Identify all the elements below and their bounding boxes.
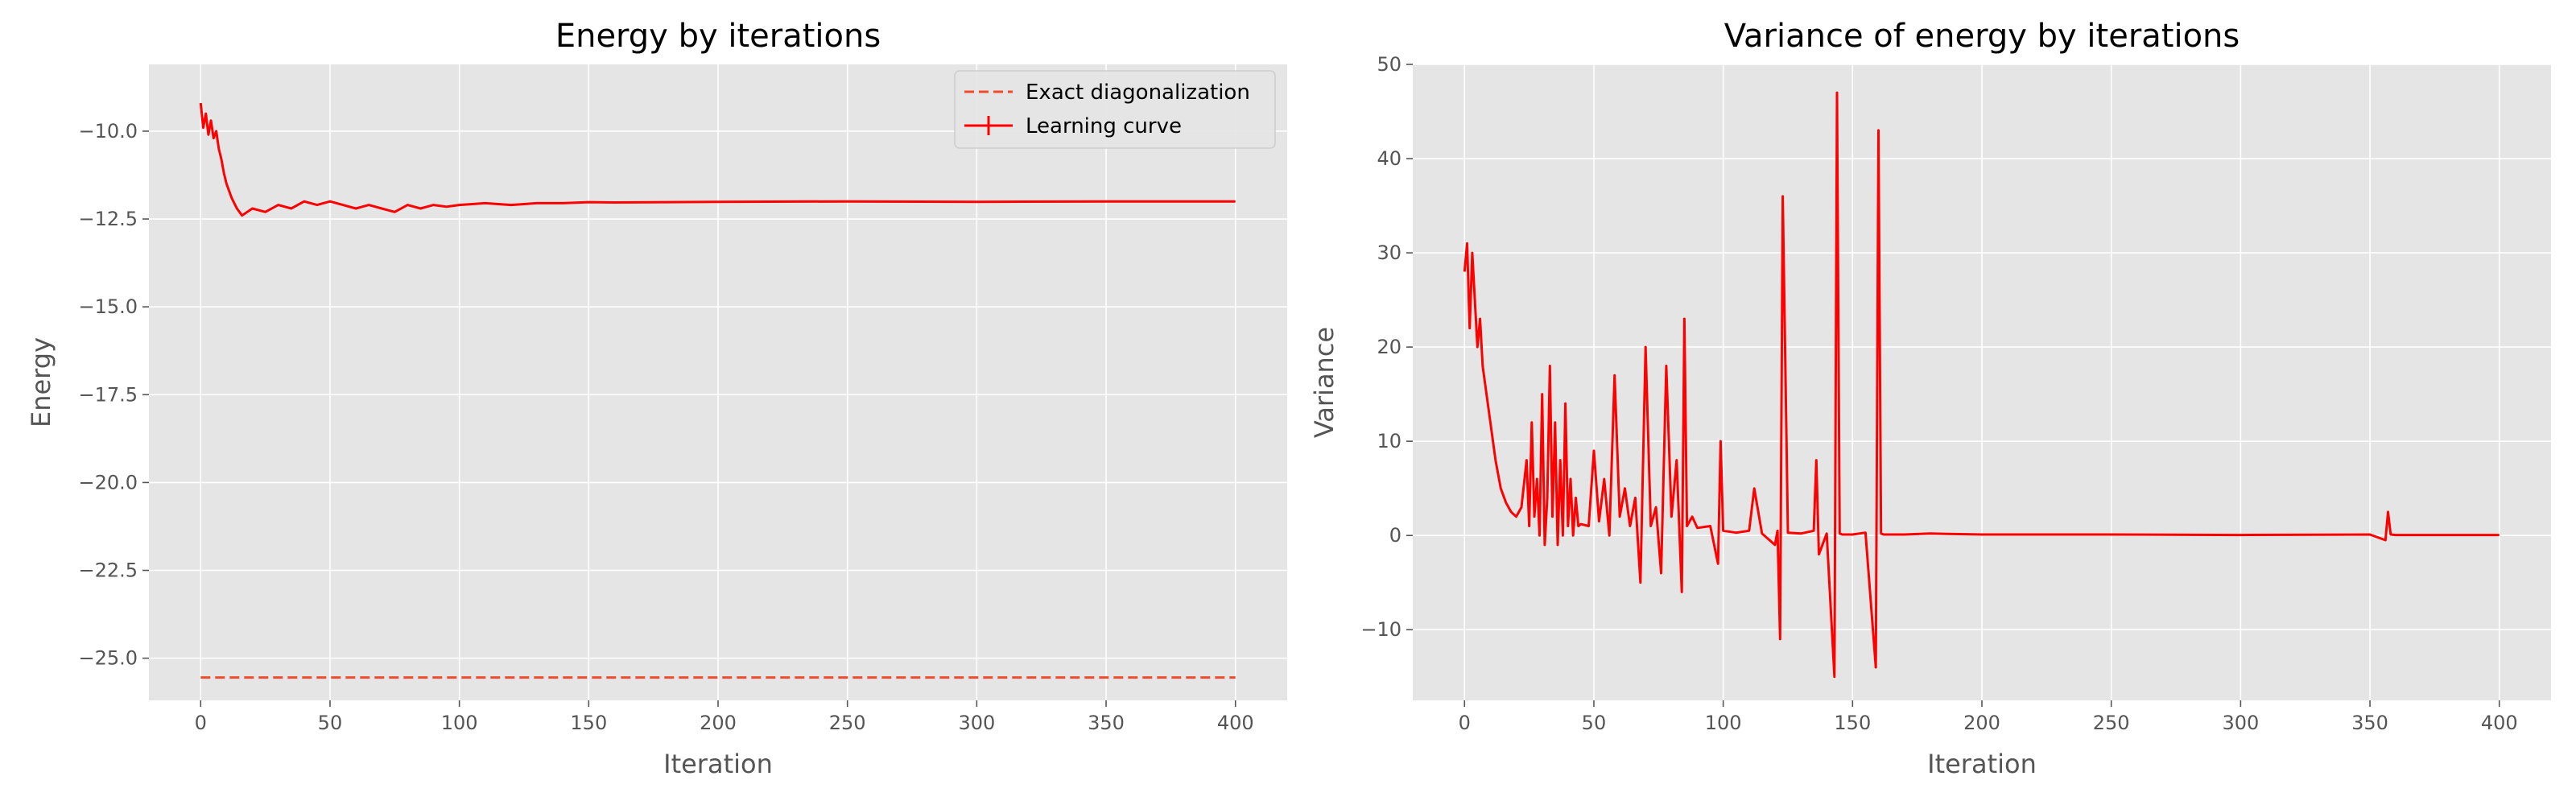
variance-x-tick-label: 100 (1705, 712, 1742, 734)
energy-chart: 0 50 100 150 200 250 300 350 400 −25.0 −22.5 −20.0… (26, 18, 1287, 779)
energy-y-tick-label: −17.5 (78, 383, 138, 406)
energy-x-tick-label: 0 (195, 712, 207, 734)
energy-y-tick-label: −20.0 (78, 471, 138, 493)
legend-box (954, 70, 1276, 149)
energy-y-ticks: −25.0 −22.5 −20.0 −17.5 −15.0 −12.5 −10.0 (78, 120, 149, 670)
variance-y-tick-label: 20 (1377, 336, 1402, 358)
energy-x-tick-label: 350 (1088, 712, 1125, 734)
energy-x-tick-label: 50 (318, 712, 343, 734)
energy-x-tick-label: 150 (570, 712, 607, 734)
energy-legend: Exact diagonalization Learning curve (954, 70, 1276, 149)
energy-x-tick-label: 100 (441, 712, 478, 734)
energy-x-tick-label: 400 (1217, 712, 1254, 734)
energy-y-tick-label: −15.0 (78, 295, 138, 318)
energy-x-tick-label: 250 (829, 712, 866, 734)
energy-grid (149, 64, 1287, 700)
variance-chart: 0 50 100 150 200 250 300 350 400 −1001020304050 … (1309, 18, 2551, 779)
variance-x-tick-label: 400 (2481, 712, 2518, 734)
variance-x-tick-label: 50 (1582, 712, 1607, 734)
variance-y-ticks: −10 0 10 20 30 40 50 (1360, 53, 1413, 641)
variance-x-tick-label: 350 (2351, 712, 2388, 734)
variance-x-tick-label: 250 (2093, 712, 2130, 734)
variance-y-tick-label: 50 (1377, 53, 1402, 76)
energy-y-tick-label: −12.5 (78, 208, 138, 230)
energy-y-axis-label: Energy (26, 337, 56, 427)
legend-label-exact-diagonalization: Exact diagonalization (1026, 80, 1250, 105)
variance-y-axis-label: Variance (1309, 327, 1340, 438)
variance-grid (1413, 64, 2551, 700)
variance-x-axis-label: Iteration (1927, 749, 2037, 779)
variance-x-tick-label: 300 (2222, 712, 2259, 734)
variance-y-tick-label: 40 (1377, 147, 1402, 170)
energy-x-axis-label: Iteration (663, 749, 773, 779)
variance-y-tick-label: −10 (1360, 618, 1402, 641)
legend-label-learning-curve: Learning curve (1026, 114, 1182, 138)
energy-y-tick-label: −10.0 (78, 120, 138, 142)
variance-x-tick-label: 200 (1963, 712, 2000, 734)
variance-series-line (1463, 91, 2500, 679)
energy-x-ticks: 0 50 100 150 200 250 300 350 400 (195, 700, 1254, 734)
variance-x-ticks: 0 50 100 150 200 250 300 350 400 (1459, 700, 2518, 734)
variance-y-tick-label: 0 (1389, 524, 1402, 547)
energy-y-tick-label: −22.5 (78, 559, 138, 582)
variance-x-tick-label: 0 (1459, 712, 1471, 734)
energy-series-learning-curve (199, 102, 1236, 217)
energy-chart-title: Energy by iterations (555, 18, 881, 55)
variance-y-tick-label: 30 (1377, 242, 1402, 264)
variance-y-tick-label: 10 (1377, 430, 1402, 452)
energy-series-layer (199, 102, 1236, 679)
energy-x-tick-label: 200 (700, 712, 737, 734)
energy-x-tick-label: 300 (958, 712, 995, 734)
variance-x-tick-label: 150 (1834, 712, 1871, 734)
variance-series-layer (1463, 91, 2500, 679)
energy-y-tick-label: −25.0 (78, 647, 138, 670)
variance-chart-title: Variance of energy by iterations (1724, 18, 2240, 55)
